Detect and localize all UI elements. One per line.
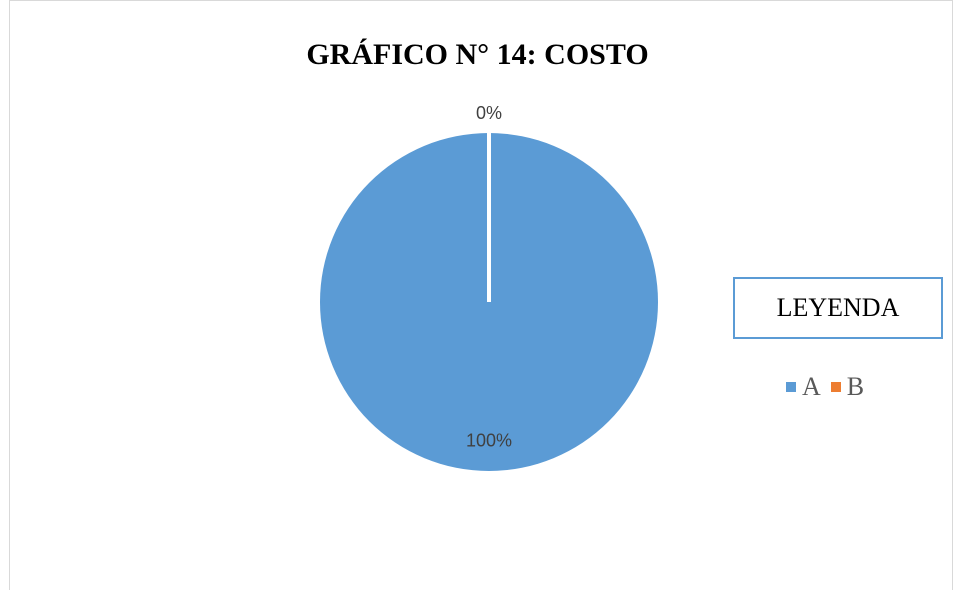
legend-entry-b: B bbox=[830, 372, 865, 402]
legend-swatch-b bbox=[830, 382, 841, 392]
chart-title: GRÁFICO N° 14: COSTO bbox=[306, 38, 649, 71]
legend-title-box: LEYENDA bbox=[733, 277, 943, 339]
legend-label-a: A bbox=[802, 372, 821, 401]
legend-title: LEYENDA bbox=[776, 293, 900, 322]
legend: A B bbox=[786, 372, 874, 402]
legend-label-b: B bbox=[846, 372, 865, 401]
legend-entry-a: A bbox=[786, 372, 821, 402]
data-label-b: 0% bbox=[476, 103, 502, 123]
data-label-a: 100% bbox=[466, 431, 512, 451]
legend-swatch-a bbox=[786, 382, 796, 392]
